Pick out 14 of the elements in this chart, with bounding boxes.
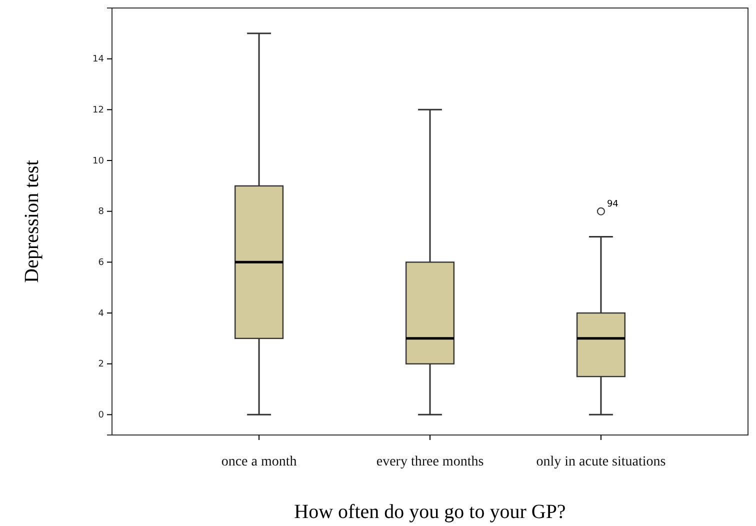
y-tick-label: 0 [98, 410, 104, 421]
y-tick-label: 6 [98, 258, 104, 268]
y-axis-title: Depression test [21, 160, 43, 283]
y-tick-label: 12 [92, 106, 104, 116]
y-tick-label: 8 [98, 207, 104, 218]
annotation: 94 [606, 199, 619, 210]
y-tick-label: 10 [92, 156, 104, 166]
y-tick-label: 4 [98, 308, 104, 319]
y-tick-label: 2 [98, 360, 104, 370]
x-axis-title: How often do you go to your GP? [294, 501, 566, 523]
y-tick-label: 14 [92, 54, 104, 65]
x-tick-label: every three months [376, 454, 484, 470]
x-tick-label: once a month [221, 454, 297, 470]
x-tick-label: only in acute situations [536, 454, 666, 470]
